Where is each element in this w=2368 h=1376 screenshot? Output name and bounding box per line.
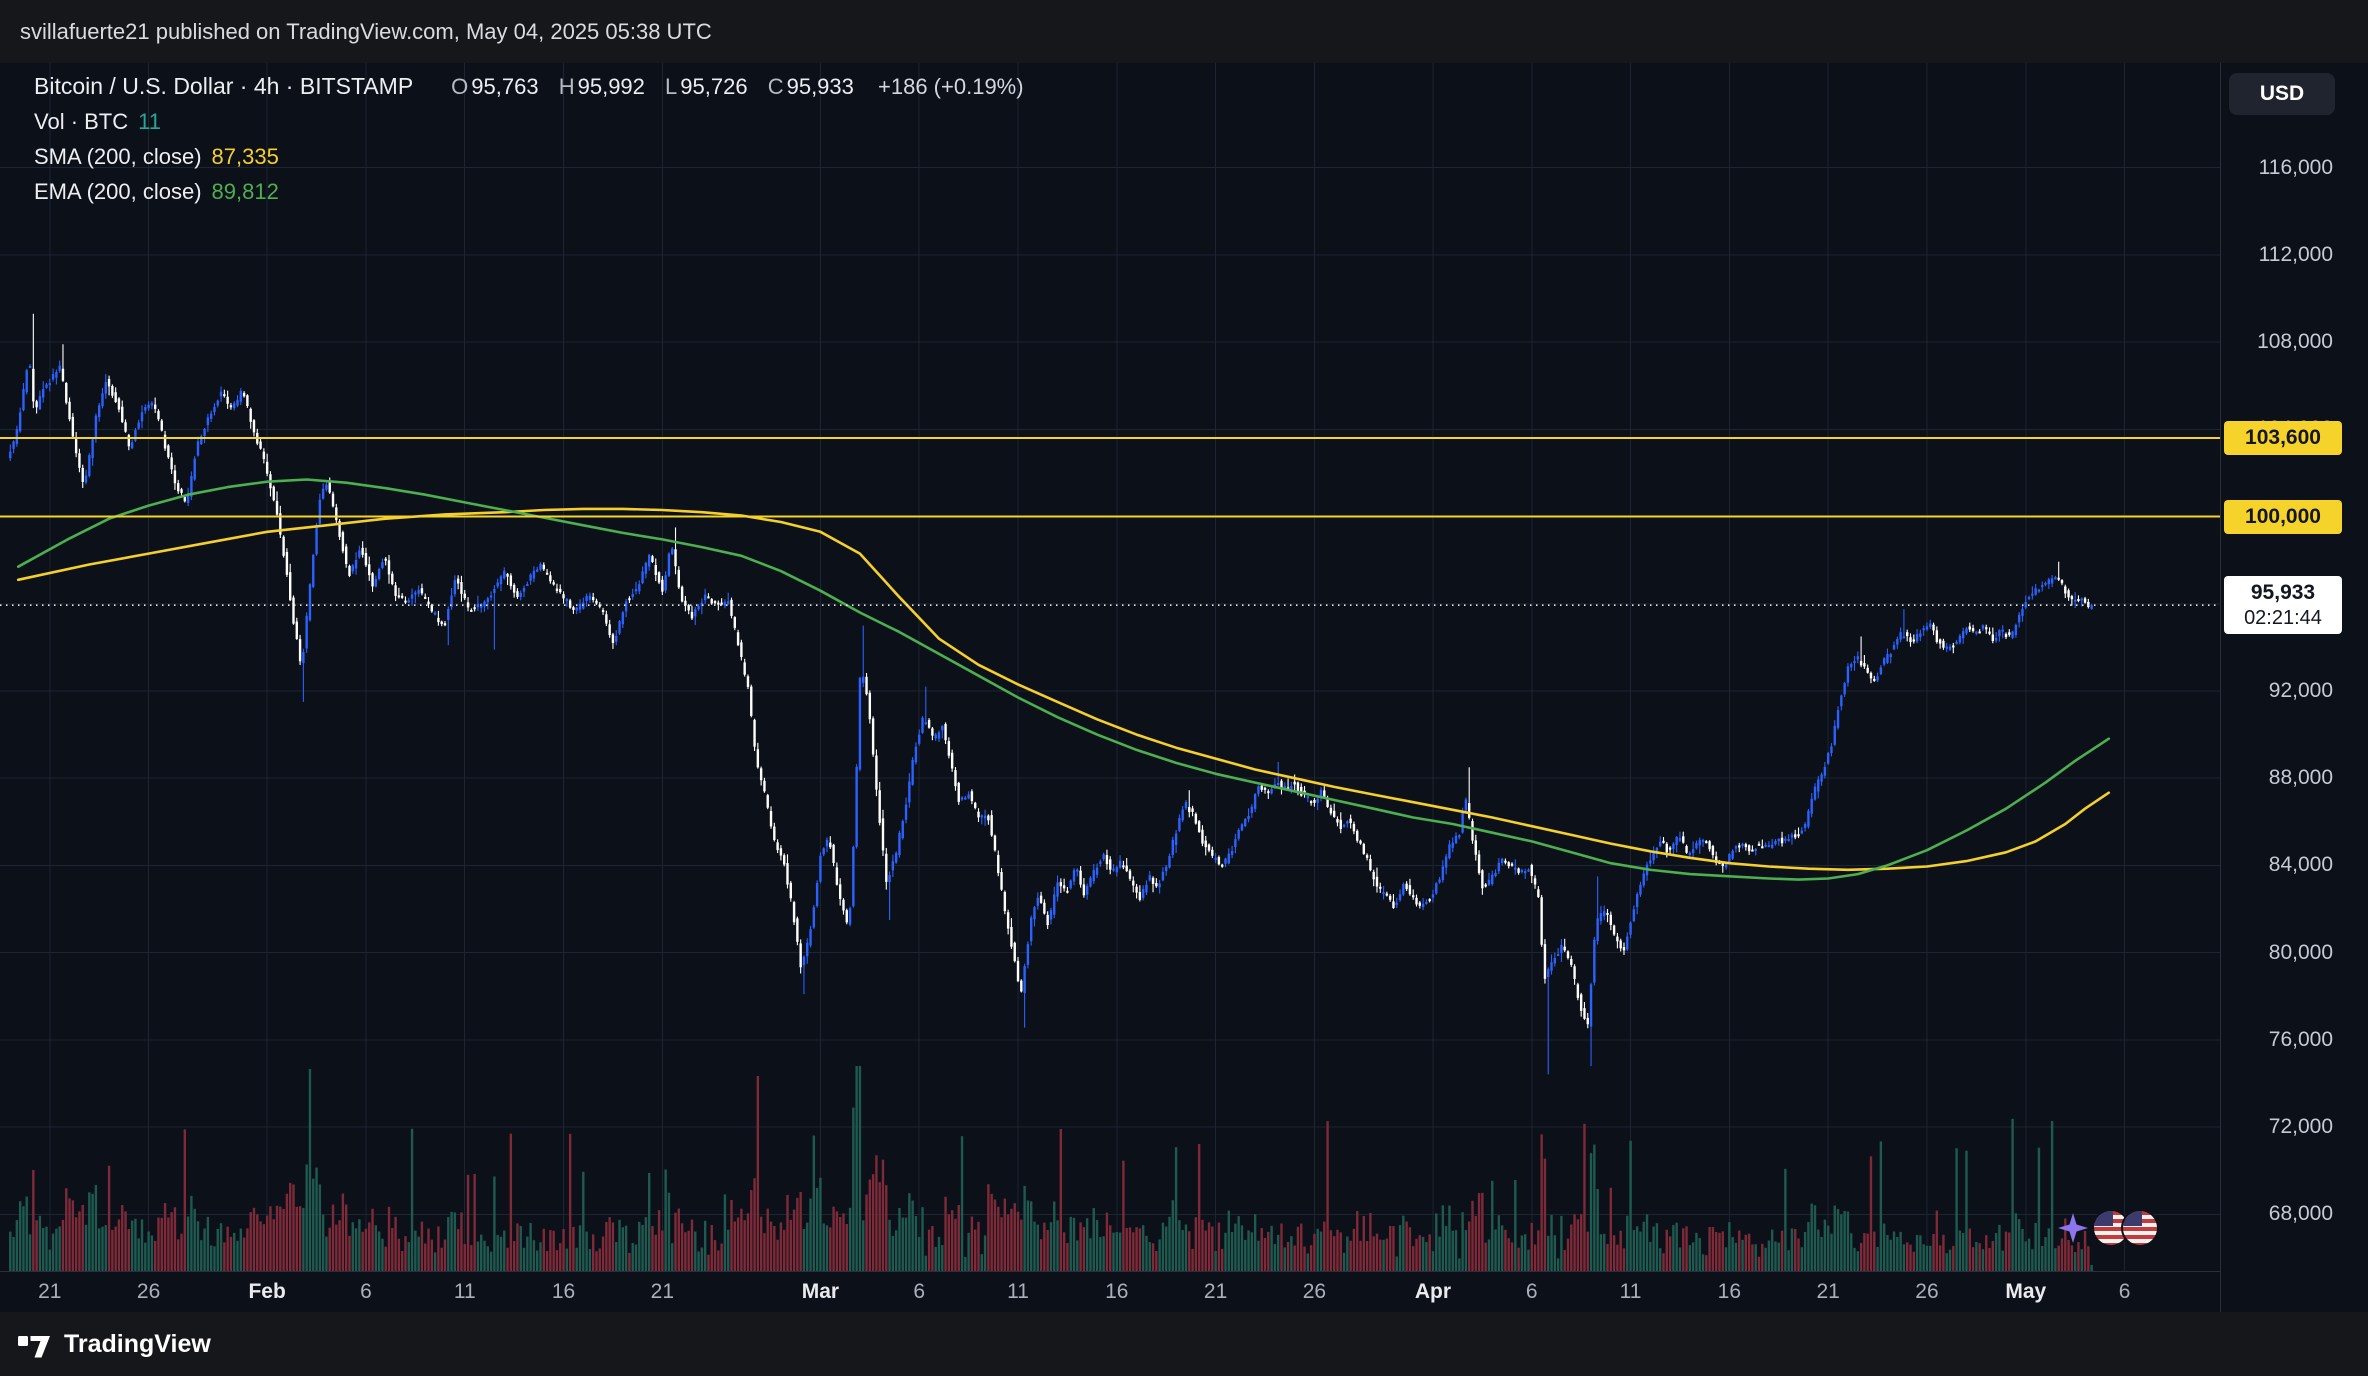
time-tick-label: 21 bbox=[650, 1280, 675, 1303]
volume-value: 11 bbox=[138, 108, 161, 134]
time-tick-label: 6 bbox=[2118, 1280, 2131, 1303]
publish-header-text: svillafuerte21 published on TradingView.… bbox=[20, 18, 712, 44]
time-tick-label: May bbox=[2005, 1280, 2047, 1303]
time-tick-label: Apr bbox=[1414, 1280, 1452, 1303]
price-tick-label: 112,000 bbox=[2258, 242, 2333, 266]
price-tick-label: 72,000 bbox=[2268, 1115, 2333, 1139]
open-value: 95,763 bbox=[471, 73, 539, 99]
legend-volume-row: Vol · BTC 11 bbox=[34, 104, 1024, 139]
time-tick-label: 26 bbox=[136, 1280, 161, 1303]
price-tick-label: 92,000 bbox=[2268, 678, 2333, 702]
open-label: O bbox=[451, 73, 469, 99]
close-value: 95,933 bbox=[786, 73, 854, 99]
time-tick-label: 11 bbox=[453, 1280, 476, 1303]
low-value: 95,726 bbox=[680, 73, 748, 99]
chart-badges bbox=[2058, 1209, 2159, 1247]
symbol-title[interactable]: Bitcoin / U.S. Dollar · 4h · BITSTAMP bbox=[34, 73, 414, 99]
price-tick-label: 88,000 bbox=[2268, 766, 2333, 790]
time-tick-label: 16 bbox=[1717, 1280, 1742, 1303]
legend-ema-row: EMA (200, close) 89,812 bbox=[34, 174, 1024, 209]
legend-sma-row: SMA (200, close) 87,335 bbox=[34, 139, 1024, 174]
ema-value: 89,812 bbox=[211, 178, 279, 204]
footer-brand[interactable]: TradingView bbox=[64, 1329, 211, 1358]
price-tick-label: 116,000 bbox=[2258, 155, 2333, 179]
tradingview-logo-icon[interactable] bbox=[18, 1331, 52, 1358]
high-value: 95,992 bbox=[577, 73, 645, 99]
price-level-label: 100,000 bbox=[2224, 499, 2342, 534]
volume-label: Vol · BTC bbox=[34, 108, 129, 134]
time-tick-label: 21 bbox=[38, 1280, 62, 1303]
price-axis[interactable]: USD 116,000112,000108,000104,000100,0009… bbox=[2220, 63, 2368, 1312]
site-footer: TradingView bbox=[0, 1312, 2368, 1376]
time-tick-label: 16 bbox=[551, 1280, 576, 1303]
close-label: C bbox=[767, 73, 784, 99]
low-label: L bbox=[665, 73, 678, 99]
price-tick-label: 68,000 bbox=[2268, 1202, 2333, 1226]
sma-value: 87,335 bbox=[211, 143, 279, 169]
time-tick-label: 6 bbox=[360, 1280, 372, 1303]
ema-label: EMA (200, close) bbox=[34, 178, 202, 204]
time-tick-label: 6 bbox=[913, 1280, 926, 1303]
time-axis[interactable]: 21 26 Feb 6 11 16 21 Mar 6 11 16 21 26 Apr 6 11 16 21 26 Ma… bbox=[0, 1271, 2220, 1312]
time-tick-label: 6 bbox=[1525, 1280, 1538, 1303]
chart-canvas[interactable] bbox=[0, 63, 2220, 1271]
price-tick-label: 84,000 bbox=[2268, 853, 2333, 877]
time-tick-label: 11 bbox=[1619, 1280, 1642, 1303]
time-tick-label: 26 bbox=[1302, 1280, 1327, 1303]
time-tick-label: 21 bbox=[1203, 1280, 1228, 1303]
publish-header: svillafuerte21 published on TradingView.… bbox=[0, 0, 2368, 63]
change-value: +186 (+0.19%) bbox=[878, 73, 1024, 99]
time-tick-label: Feb bbox=[248, 1280, 286, 1303]
time-tick-label: 26 bbox=[1915, 1280, 1939, 1303]
time-tick-label: 16 bbox=[1105, 1280, 1129, 1303]
price-tick-label: 76,000 bbox=[2268, 1027, 2333, 1051]
purple-spark-icon bbox=[2058, 1213, 2088, 1243]
time-tick-label: Mar bbox=[801, 1280, 840, 1303]
time-tick-label: 21 bbox=[1816, 1280, 1840, 1303]
us-flag-icon bbox=[2121, 1209, 2159, 1247]
current-price-label: 95,933 02:21:44 bbox=[2224, 576, 2342, 635]
currency-toggle-button[interactable]: USD bbox=[2229, 73, 2335, 115]
price-level-label: 103,600 bbox=[2224, 421, 2342, 456]
time-tick-label: 11 bbox=[1007, 1280, 1029, 1303]
high-label: H bbox=[558, 73, 575, 99]
price-tick-label: 108,000 bbox=[2257, 330, 2333, 354]
sma-label: SMA (200, close) bbox=[34, 143, 202, 169]
ohlc-values: O 95,763 H 95,992 L 95,726 C 95,933 +186 (+0… bbox=[437, 74, 1023, 100]
price-tick-label: 80,000 bbox=[2268, 940, 2333, 964]
